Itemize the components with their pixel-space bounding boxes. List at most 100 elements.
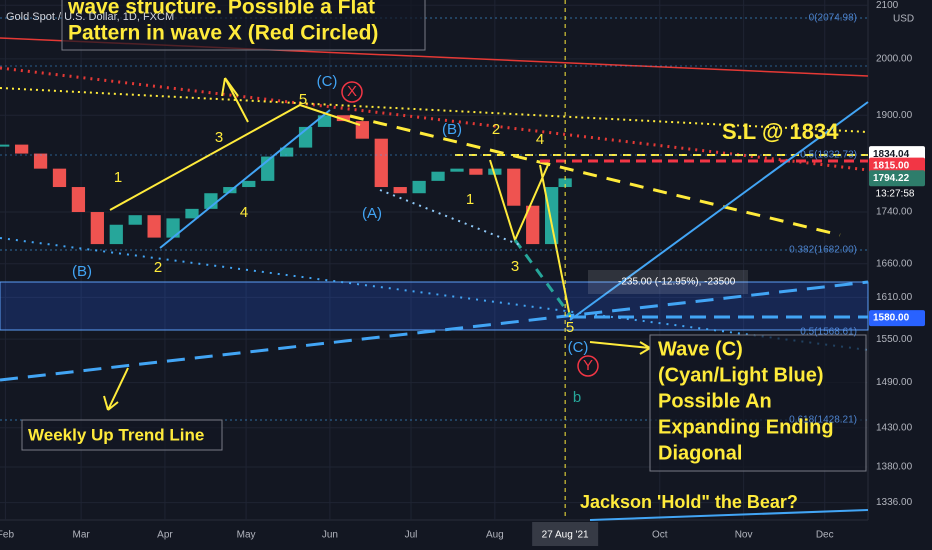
wave-label: 3 — [511, 258, 519, 275]
y-tick-label: 1490.00 — [876, 377, 913, 388]
arrow — [103, 367, 129, 411]
currency: USD — [893, 14, 914, 25]
fib-label: 0.5(1832.73) — [800, 150, 857, 161]
trend-line — [0, 280, 869, 382]
wave-line — [513, 239, 572, 316]
wave-label: b — [573, 389, 581, 406]
note-box — [21, 419, 223, 451]
wave-label: (B) — [442, 121, 462, 138]
support-zone — [0, 281, 869, 331]
wave-label: 4 — [240, 204, 248, 221]
candle — [242, 180, 256, 188]
candle — [166, 218, 180, 238]
price-tag-label: 1580.00 — [873, 313, 910, 324]
candle — [33, 153, 48, 169]
wave-label: 5 — [299, 91, 307, 108]
x-tick-label: Aug — [486, 530, 504, 541]
note: Wave (C) — [658, 338, 743, 360]
fib-label: 0.5(1568.61) — [800, 327, 857, 338]
trend-line — [349, 114, 841, 237]
y-tick-label: 1610.00 — [876, 292, 913, 303]
note: Possible An — [658, 390, 772, 412]
x-tick-label: Jul — [405, 530, 418, 541]
note: Weekly Up Trend Line — [28, 425, 204, 444]
wave-label: 4 — [536, 131, 544, 148]
y-tick-label: 1336.00 — [876, 497, 913, 508]
y-tick-label: 1660.00 — [876, 258, 913, 269]
arrow — [589, 341, 651, 355]
circle — [577, 355, 599, 377]
wave-label: (B) — [72, 263, 92, 280]
note: (Cyan/Light Blue) — [658, 364, 824, 386]
wave-label: 1 — [114, 169, 122, 186]
countdown: 13:27:58 — [876, 189, 915, 200]
price-tag-label: 1815.00 — [873, 160, 910, 171]
wave-label: 1 — [466, 191, 474, 208]
wave-label: 5 — [566, 319, 574, 336]
price-tag — [869, 157, 925, 174]
x-tick-label: Jun — [322, 530, 338, 541]
fib-label: 0(2074.98) — [809, 13, 857, 24]
candle — [147, 215, 161, 238]
candle — [558, 178, 572, 188]
candle — [185, 208, 199, 219]
candle — [412, 180, 426, 194]
candle — [109, 224, 123, 245]
circle — [341, 81, 363, 103]
cursor-tag — [532, 522, 599, 546]
wave-label: (C) — [568, 339, 589, 356]
cursor-label: 27 Aug '21 — [542, 530, 589, 541]
candle — [0, 144, 10, 147]
candle — [431, 171, 445, 181]
x-tick-label: Nov — [735, 530, 753, 541]
wave-line — [109, 103, 361, 211]
fib-label: 0.382(1682.00) — [789, 245, 857, 256]
candle — [450, 168, 464, 172]
arrow — [221, 77, 249, 123]
note: S.L @ 1834 — [722, 119, 839, 144]
candle — [488, 168, 502, 175]
x-tick-label: Oct — [652, 530, 668, 541]
x-tick-label: Feb — [0, 530, 14, 541]
candle — [545, 187, 559, 245]
trend-line — [0, 87, 869, 133]
candle — [128, 215, 142, 225]
candle — [336, 115, 351, 122]
y-tick-label: 2100 — [876, 0, 899, 11]
note: Pattern in wave X (Red Circled) — [68, 22, 378, 45]
candle — [469, 168, 483, 175]
note: Diagonal — [658, 442, 742, 464]
price-tag-label: 1794.22 — [873, 173, 910, 184]
y-tick-label: 1740.00 — [876, 207, 913, 218]
trend-line — [0, 237, 869, 351]
price-tag — [869, 310, 925, 327]
wave-label: Y — [583, 357, 593, 374]
drawings — [0, 0, 869, 521]
price-axis — [868, 0, 932, 550]
wave-label: (C) — [317, 73, 338, 90]
note-box — [649, 334, 867, 472]
fib-label: 0.618(1428.21) — [789, 415, 857, 426]
note: Expanding Ending — [658, 416, 834, 438]
x-tick-label: May — [237, 530, 256, 541]
wave-label: 2 — [492, 121, 500, 138]
candle — [317, 115, 332, 127]
y-tick-label: 1430.00 — [876, 422, 913, 433]
note-box — [61, 0, 426, 51]
measure: -235.00 (-12.95%), -23500 — [618, 277, 736, 288]
candle — [52, 168, 67, 188]
wave-label: 3 — [215, 129, 223, 146]
candle — [393, 187, 407, 194]
candle — [526, 205, 540, 245]
x-tick-label: Dec — [816, 530, 834, 541]
x-tick-label: Apr — [157, 530, 173, 541]
wave-line — [159, 109, 331, 249]
price-tag — [869, 170, 925, 187]
candle — [90, 212, 104, 245]
trend-line — [589, 509, 869, 521]
x-tick-label: Mar — [73, 530, 91, 541]
trend-line — [0, 66, 869, 172]
y-tick-label: 1550.00 — [876, 334, 913, 345]
y-tick-label: 1380.00 — [876, 462, 913, 473]
